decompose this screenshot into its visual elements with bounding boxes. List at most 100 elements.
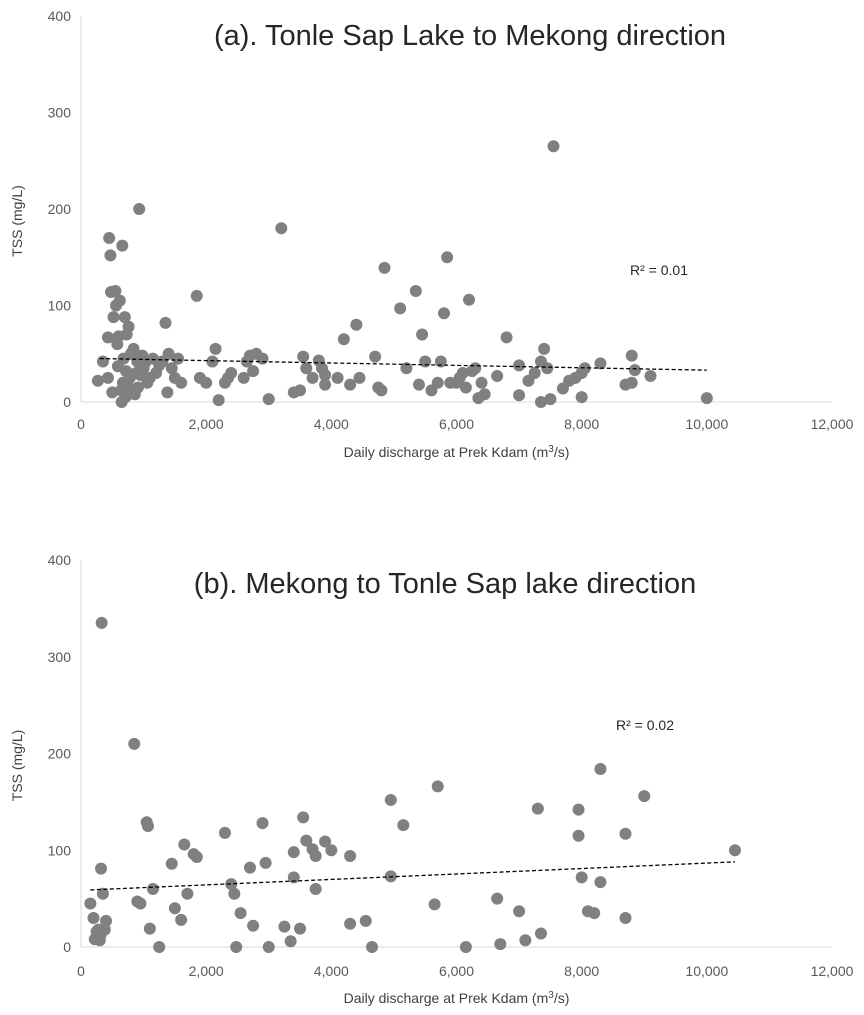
data-point: [594, 762, 607, 775]
data-point: [209, 342, 222, 355]
data-point: [519, 934, 532, 947]
data-point: [428, 898, 441, 911]
y-tick-label: 100: [48, 842, 72, 858]
data-point: [161, 386, 174, 399]
data-point: [278, 920, 291, 933]
data-point: [491, 892, 504, 905]
y-tick-label: 400: [48, 552, 72, 568]
data-point: [572, 829, 585, 842]
y-tick-label: 0: [63, 939, 71, 955]
x-tick-label: 2,000: [189, 963, 224, 979]
data-point: [325, 844, 338, 857]
x-tick-label: 6,000: [439, 963, 474, 979]
data-point: [528, 367, 541, 380]
data-point: [225, 878, 238, 891]
data-point: [547, 140, 560, 153]
data-point: [175, 376, 188, 389]
data-point: [262, 941, 275, 953]
data-point: [625, 376, 638, 389]
data-point: [513, 389, 526, 402]
y-tick-label: 0: [63, 394, 71, 410]
chart-b: 0 100 200 300 400 0 2,000 4,000 6,000 8,000 10,000…: [9, 552, 854, 1006]
r-squared-label: R² = 0.02: [616, 717, 674, 733]
data-point: [118, 311, 131, 324]
x-tick-label: 0: [77, 963, 85, 979]
data-point: [412, 378, 425, 391]
data-point: [228, 887, 241, 900]
data-point: [128, 737, 141, 750]
data-point: [513, 905, 526, 918]
data-point: [247, 365, 260, 378]
data-point: [531, 802, 544, 815]
data-point: [109, 285, 122, 298]
data-point: [104, 249, 117, 262]
data-point: [475, 376, 488, 389]
data-point: [350, 318, 363, 331]
data-point: [416, 328, 429, 341]
y-tick-label: 100: [48, 298, 72, 314]
data-point: [95, 862, 108, 875]
x-tick-label: 0: [77, 416, 85, 432]
y-tick-label: 300: [48, 105, 72, 121]
data-point: [459, 381, 472, 394]
data-point: [309, 850, 322, 863]
data-point: [175, 913, 188, 926]
data-point: [409, 285, 422, 298]
data-point: [300, 834, 313, 847]
data-point: [619, 911, 632, 924]
data-point: [218, 826, 231, 839]
y-tick-label: 400: [48, 8, 72, 24]
data-point: [419, 355, 432, 368]
x-tick-label: 4,000: [314, 416, 349, 432]
data-point: [369, 350, 382, 363]
data-point: [575, 871, 588, 884]
x-tick-label: 6,000: [439, 416, 474, 432]
data-point: [243, 861, 256, 874]
data-point: [500, 331, 513, 344]
x-tick-label: 12,000: [811, 963, 854, 979]
data-point: [588, 907, 601, 920]
x-tick-label: 4,000: [314, 963, 349, 979]
data-point: [441, 251, 454, 264]
data-point: [116, 239, 129, 252]
chart-title: (b). Mekong to Tonle Sap lake direction: [194, 568, 696, 600]
data-point: [84, 897, 97, 910]
x-tick-label: 12,000: [811, 416, 854, 432]
data-point: [309, 882, 322, 895]
data-point: [431, 376, 444, 389]
data-point: [459, 941, 472, 953]
data-point: [644, 369, 657, 382]
data-point: [190, 851, 203, 864]
data-point: [178, 838, 191, 851]
chart-title: (a). Tonle Sap Lake to Mekong direction: [214, 20, 726, 52]
data-point: [141, 820, 154, 833]
data-point: [625, 349, 638, 362]
data-point: [544, 393, 557, 406]
data-point: [284, 935, 297, 948]
data-point: [256, 352, 269, 365]
data-point: [378, 261, 391, 274]
data-point: [103, 231, 116, 244]
data-point: [133, 203, 146, 215]
x-axis-title-suffix: /s): [554, 990, 570, 1006]
data-point: [168, 902, 181, 915]
data-point: [256, 817, 269, 830]
data-point: [91, 374, 104, 387]
data-point: [306, 371, 319, 384]
data-point: [96, 887, 109, 900]
y-axis-title: TSS (mg/L): [9, 730, 25, 802]
data-point: [200, 376, 213, 389]
data-point: [491, 369, 504, 382]
data-point: [294, 922, 307, 935]
data-point: [162, 347, 175, 360]
data-point: [397, 819, 410, 832]
data-point: [247, 919, 260, 932]
x-axis-title-suffix: /s): [554, 444, 570, 460]
data-point: [172, 352, 185, 365]
y-tick-label: 200: [48, 201, 72, 217]
x-axis-title-prefix: Daily discharge at Prek Kdam (m: [344, 990, 549, 1006]
data-point: [400, 362, 413, 375]
data-point: [478, 388, 491, 401]
r-squared-label: R² = 0.01: [630, 262, 688, 278]
data-point: [513, 359, 526, 372]
